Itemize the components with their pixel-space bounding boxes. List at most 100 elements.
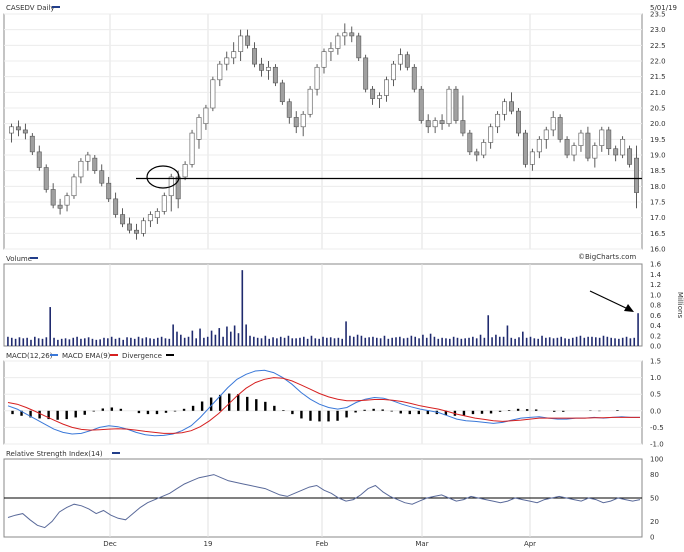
divergence-bar [508,410,510,411]
divergence-bar [372,409,374,411]
divergence-bar [481,411,483,414]
candle [225,52,229,71]
candle [176,171,180,209]
price-tick-label: 22.0 [650,58,666,66]
x-tick-label: Apr [524,540,536,548]
divergence-bar [255,399,257,411]
candle [252,42,256,67]
macd-legend-label-1: MACD(12,26) [6,352,53,360]
volume-tick-label: 1.6 [650,261,662,269]
divergence-bar [264,402,266,411]
rsi-line [8,475,640,528]
candle-body [537,139,541,152]
price-tick-label: 18.0 [650,183,666,191]
candle-body [197,117,201,139]
divergence-bar [102,408,104,410]
volume-tick-label: 0.4 [650,322,662,330]
x-tick-label: Mar [415,540,428,548]
divergence-bar [526,409,528,411]
candle [509,92,513,114]
candle-body [322,52,326,68]
volume-tick-label: 0.6 [650,312,662,320]
divergence-bar [237,394,239,411]
candle-body [44,168,48,190]
volume-tick-label: 0.0 [650,343,661,351]
volume-tick-label: 1.4 [650,271,662,279]
price-tick-label: 17.5 [650,199,666,207]
candle [419,86,423,124]
macd-legend-swatch-2 [110,354,118,356]
divergence-bar [147,411,149,414]
candle-body [516,111,520,133]
candle-body [544,130,548,139]
candle-body [350,33,354,36]
candle-body [634,158,638,192]
candle-body [211,80,215,108]
macd-legend-label-3: Divergence [122,352,162,360]
divergence-bar [156,411,158,414]
candle [79,158,83,183]
candle [433,117,437,133]
candle-body [419,89,423,120]
candle-body [614,149,618,155]
candle-body [426,121,430,127]
divergence-bar [472,411,474,414]
candle-body [204,108,208,124]
price-tick-label: 21.0 [650,89,666,97]
candle-body [113,199,117,215]
candle-body [280,83,284,102]
divergence-bar [38,411,40,419]
candle [148,211,152,227]
price-tick-label: 20.0 [650,120,666,128]
candle [454,86,458,124]
candle-body [232,52,236,58]
candle [586,127,590,161]
divergence-bar [165,411,167,413]
candle-body [391,64,395,80]
candle-body [468,133,472,152]
divergence-bar [381,409,383,410]
candle-body [65,196,69,205]
candle [23,124,27,140]
price-tick-label: 22.5 [650,42,666,50]
candle-body [461,121,465,134]
candle-body [620,139,624,155]
candle-body [58,205,62,208]
divergence-bar [93,411,95,412]
candle [51,183,55,208]
divergence-bar [562,411,564,412]
divergence-bar [11,411,13,414]
candle [37,146,41,171]
divergence-bar [391,411,393,412]
candle [204,105,208,130]
candle [16,121,20,137]
price-legend-swatch [52,6,60,8]
candle [377,92,381,108]
macd-tick-label: 1.5 [650,358,661,366]
price-tick-label: 19.0 [650,152,666,160]
candle-body [218,64,222,80]
candle-body [398,55,402,64]
candle [364,55,368,93]
candle-body [30,136,34,152]
candle-body [329,48,333,51]
divergence-bar [363,410,365,411]
x-tick-label: Feb [316,540,329,548]
candle [301,111,305,136]
candle-body [190,133,194,164]
candle-body [86,155,90,161]
macd-tick-label: 0.0 [650,407,661,415]
divergence-bar [192,406,194,411]
candle-body [294,117,298,126]
candle [211,77,215,111]
divergence-bar [75,411,77,418]
rsi-title: Relative Strength Index(14) [6,450,103,458]
candle-body [530,152,534,165]
candle-body [72,177,76,196]
candle [600,127,604,152]
candle-body [558,117,562,139]
rsi-legend-swatch [112,452,120,454]
